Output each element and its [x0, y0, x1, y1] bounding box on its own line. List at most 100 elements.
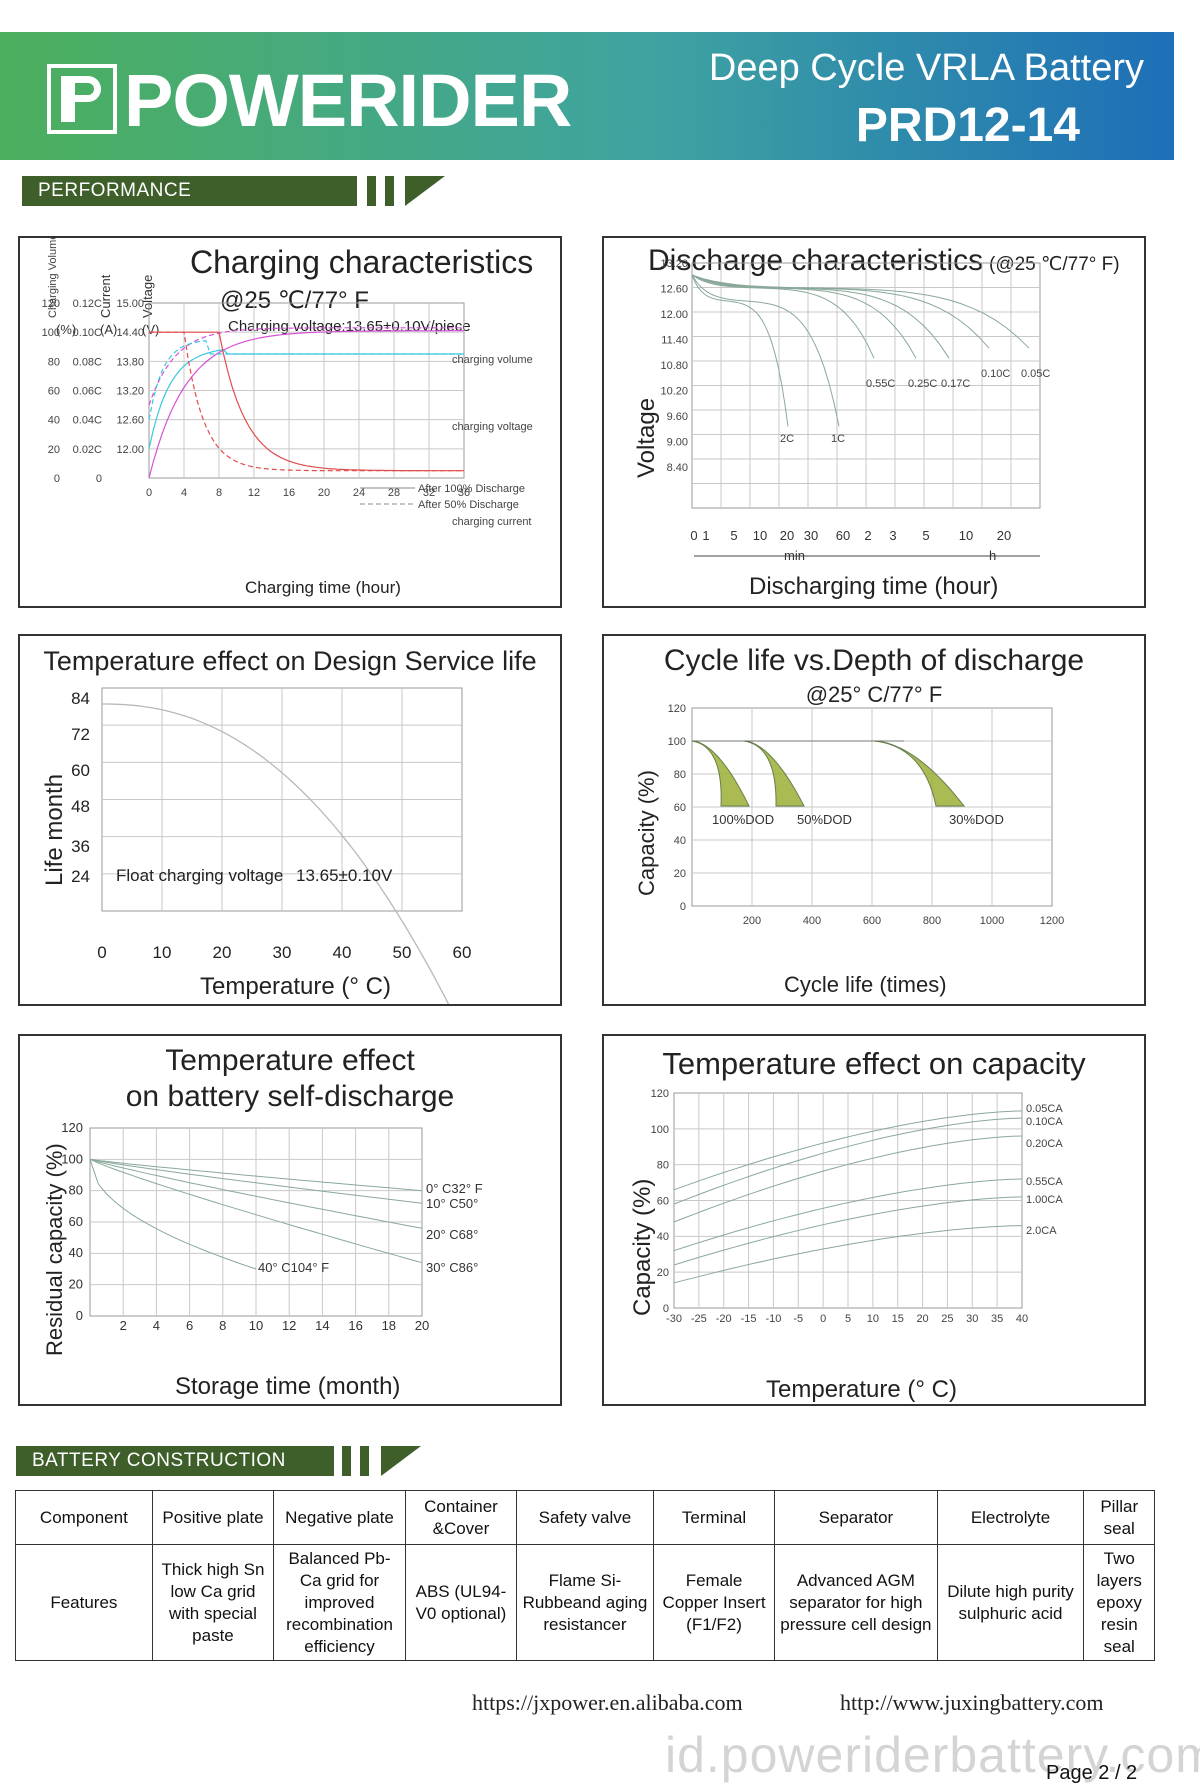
tick-label: 0.02C	[73, 444, 102, 456]
rate-label: 0.55CA	[1026, 1176, 1063, 1188]
construction-table: Component Positive plate Negative plate …	[15, 1490, 1155, 1661]
tick-label: 50	[393, 943, 412, 962]
tick-label: -5	[793, 1313, 803, 1325]
rate-label: 1C	[831, 433, 845, 445]
unit-min: min	[784, 548, 805, 563]
discharge-curve	[691, 274, 1030, 349]
discharge-curve	[691, 274, 917, 359]
tick-label: 0	[146, 487, 152, 499]
tick-label: 16	[348, 1318, 362, 1333]
temp-label: 10° C50°	[426, 1196, 478, 1211]
temp-capacity-title: Temperature effect on capacity	[662, 1046, 1086, 1081]
section-stripe	[342, 1446, 351, 1476]
section-stripe	[385, 176, 394, 206]
tick-label: 800	[923, 915, 941, 927]
tick-label: 14	[315, 1318, 329, 1333]
capacity-curve	[673, 1110, 1023, 1191]
product-model: PRD12-14	[855, 99, 1080, 152]
charging-chart-panel: Charging characteristics @25 ℃/77° F Cha…	[18, 236, 562, 608]
charging-voltage-curve-dashed	[148, 340, 464, 420]
tick-label: 60	[836, 528, 850, 543]
tick-label: 28	[388, 487, 400, 499]
tick-label: 0.08C	[73, 356, 102, 368]
capacity-curve	[673, 1135, 1023, 1223]
tick-label: 36	[458, 487, 470, 499]
tick-label: -25	[691, 1313, 707, 1325]
tick-label: -10	[765, 1313, 781, 1325]
discharge-curve	[691, 274, 789, 427]
tick-label: 20	[657, 1267, 669, 1279]
tick-label: 20	[674, 868, 686, 880]
tick-label: 120	[42, 298, 60, 310]
table-cell: Thick high Sn low Ca grid with special p…	[151, 1544, 275, 1661]
table-cell: Flame Si-Rubbeand aging resistancer	[516, 1544, 654, 1661]
self-discharge-title-2: on battery self-discharge	[125, 1080, 455, 1113]
service-life-xlabel: Temperature (° C)	[200, 973, 391, 1000]
tick-label: 80	[48, 356, 60, 368]
service-life-chart-panel: Temperature effect on Design Service lif…	[18, 634, 562, 1006]
tick-label: 60	[674, 802, 686, 814]
tick-label: 10	[153, 943, 172, 962]
tick-label: 2	[120, 1318, 127, 1333]
section-triangle	[405, 176, 445, 206]
tick-label: 100	[668, 736, 686, 748]
tick-label: 20	[69, 1277, 83, 1292]
cycle-life-chart-panel: Cycle life vs.Depth of discharge @25° C/…	[602, 634, 1146, 1006]
tick-label: 400	[803, 915, 821, 927]
service-life-chart: Life month 84 72 60 48 36 24 0 10 20 30 40 50 60 Flo…	[41, 687, 471, 1004]
section-stripe	[360, 1446, 369, 1476]
charging-chart: Charging Volume Current Voltage (%) (A) …	[42, 238, 533, 597]
dod-band	[691, 740, 750, 807]
tick-label: 3	[889, 528, 896, 543]
charging-current-curve-dashed	[149, 331, 464, 472]
temp-label: 30° C86°	[426, 1260, 478, 1275]
capacity-curve	[673, 1178, 1023, 1252]
tick-label: 0.06C	[73, 386, 102, 398]
tick-label: 8	[216, 487, 222, 499]
temp-capacity-chart-panel: Temperature effect on capacity Capacity …	[602, 1034, 1146, 1406]
table-cell: Female Copper Insert (F1/F2)	[652, 1544, 776, 1661]
cycle-life-ylabel: Capacity (%)	[634, 770, 659, 896]
discharge-curve	[691, 274, 875, 359]
alibaba-url-link[interactable]: https://jxpower.en.alibaba.com	[472, 1690, 743, 1715]
discharge-curve	[691, 274, 990, 349]
tick-label: 13.20	[660, 258, 688, 270]
tick-label: 0	[97, 943, 106, 962]
tick-label: 40	[657, 1231, 669, 1243]
dod-label: 30%DOD	[949, 812, 1004, 827]
capacity-curve	[673, 1225, 1023, 1284]
tick-label: 9.60	[667, 411, 688, 423]
dod-label: 100%DOD	[712, 812, 774, 827]
service-life-ylabel: Life month	[41, 774, 68, 886]
unit-h: h	[989, 548, 996, 563]
tick-label: 0	[690, 528, 697, 543]
tick-label: 13.20	[116, 386, 144, 398]
tick-label: 0	[96, 473, 102, 485]
company-url-link[interactable]: http://www.juxingbattery.com	[840, 1690, 1104, 1715]
tick-label: 40	[69, 1245, 83, 1260]
table-cell: Safety valve	[516, 1490, 654, 1545]
self-discharge-ylabel: Residual capacity (%)	[42, 1143, 67, 1356]
rate-label: 0.05C	[1021, 368, 1050, 380]
rate-label: 0.05CA	[1026, 1103, 1063, 1115]
brand-name: POWERIDER	[124, 59, 572, 142]
rate-label: 2C	[780, 433, 794, 445]
tick-label: -15	[741, 1313, 757, 1325]
cycle-life-title: Cycle life vs.Depth of discharge	[663, 644, 1085, 677]
volume-unit: (%)	[56, 322, 76, 337]
rate-label: 1.00CA	[1026, 1194, 1063, 1206]
table-cell: Pillar seal	[1083, 1490, 1155, 1545]
tick-label: 12.00	[660, 309, 688, 321]
section-construction-label: BATTERY CONSTRUCTION	[16, 1446, 334, 1476]
table-cell: Balanced Pb-Ca grid for improved recombi…	[273, 1544, 406, 1661]
current-unit: (A)	[100, 322, 117, 337]
voltage-header: Voltage	[140, 275, 155, 318]
tick-label: 100	[61, 1151, 83, 1166]
tick-label: 13.80	[116, 356, 144, 368]
tick-label: 5	[922, 528, 929, 543]
tick-label: 20	[318, 487, 330, 499]
tick-label: 11.40	[661, 335, 688, 347]
dod-label: 50%DOD	[797, 812, 852, 827]
discharge-xlabel: Discharging time (hour)	[749, 573, 998, 600]
